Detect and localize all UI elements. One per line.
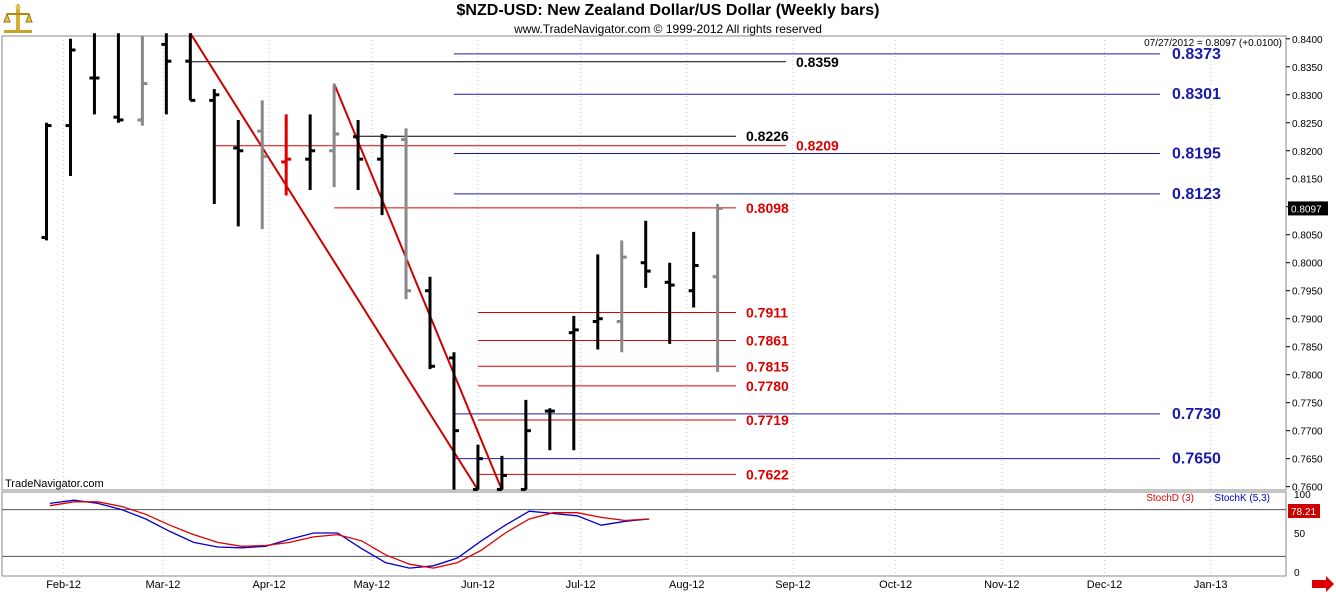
y-tick-label: 0.7600 (1292, 483, 1323, 494)
ohlc-bar (329, 83, 340, 188)
y-tick-label: 0.7900 (1292, 315, 1323, 326)
x-tick-label: May-12 (353, 579, 390, 591)
level-label: 0.7650 (1172, 451, 1221, 468)
ohlc-bar (496, 455, 507, 491)
level-label: 0.7622 (746, 466, 789, 482)
ohlc-bar (233, 119, 244, 227)
level-label: 0.8226 (746, 128, 789, 144)
level-label: 0.7780 (746, 378, 789, 394)
level-label: 0.7815 (746, 358, 789, 374)
ohlc-bar (353, 119, 364, 190)
scroll-right-arrow-icon[interactable] (1312, 576, 1334, 592)
ohlc-bar (448, 352, 459, 490)
quote-readout: 07/27/2012 = 0.8097 (+0.0100) (1144, 38, 1282, 49)
copyright-notice: www.TradeNavigator.com © 1999-2012 All r… (514, 22, 822, 36)
x-tick-label: Sep-12 (775, 579, 810, 591)
ohlc-bar (664, 262, 675, 344)
trendline (189, 32, 479, 491)
x-tick-label: Jun-12 (461, 579, 495, 591)
ohlc-bar (520, 399, 531, 491)
y-tick-label: 0.8200 (1292, 147, 1323, 158)
level-label: 0.7911 (746, 305, 788, 321)
x-tick-label: Aug-12 (669, 579, 704, 591)
ohlc-bar (281, 114, 292, 196)
chart-title: $NZD-USD: New Zealand Dollar/US Dollar (… (456, 2, 880, 19)
level-label: 0.8098 (746, 200, 789, 216)
ohlc-bar (568, 315, 579, 451)
ohlc-bar (137, 36, 148, 126)
ohlc-bar (712, 203, 723, 372)
y-tick-label: 0.8000 (1292, 259, 1323, 270)
x-tick-label: Mar-12 (146, 579, 181, 591)
y-tick-label: 0.8250 (1292, 119, 1323, 130)
ohlc-bar (688, 231, 699, 308)
x-tick-label: Jul-12 (566, 579, 596, 591)
y-tick-label: 0.8150 (1292, 175, 1323, 186)
stoch-last-tag (1288, 503, 1320, 518)
level-label: 0.8209 (796, 138, 839, 154)
stoch-y-tick-label: 0 (1294, 568, 1300, 579)
x-tick-label: Nov-12 (984, 579, 1019, 591)
legend-stochd: StochD (3) (1146, 493, 1194, 504)
x-tick-label: Apr-12 (253, 579, 286, 591)
ohlc-bar (65, 38, 76, 176)
y-tick-label: 0.8050 (1292, 231, 1323, 242)
y-tick-label: 0.7650 (1292, 455, 1323, 466)
level-label: 0.8373 (1172, 46, 1221, 63)
ohlc-bar (209, 89, 220, 204)
ohlc-bar (472, 444, 483, 491)
ohlc-bar (401, 128, 412, 300)
level-label: 0.8123 (1172, 186, 1221, 203)
trade-navigator-logo-icon (3, 4, 33, 33)
ohlc-bar (113, 33, 124, 123)
legend-stochk: StochK (5,3) (1214, 493, 1270, 504)
level-label: 0.8301 (1172, 86, 1221, 103)
y-tick-label: 0.8300 (1292, 91, 1323, 102)
x-tick-label: Dec-12 (1087, 579, 1122, 591)
y-tick-label: 0.7950 (1292, 287, 1323, 298)
ohlc-bar (425, 276, 435, 370)
stoch-series-line (49, 501, 650, 569)
x-tick-label: Oct-12 (879, 579, 912, 591)
trendline (333, 83, 503, 491)
ohlc-bar (161, 33, 172, 115)
level-label: 0.7861 (746, 333, 789, 349)
ohlc-bar (377, 133, 388, 216)
x-tick-label: Feb-12 (46, 579, 81, 591)
y-tick-label: 0.7800 (1292, 371, 1323, 382)
ohlc-bar (616, 240, 627, 353)
last-price-label: 0.8097 (1291, 204, 1322, 215)
level-label: 0.7730 (1172, 406, 1221, 423)
level-label: 0.8195 (1172, 146, 1221, 163)
ohlc-bar (185, 33, 196, 102)
ohlc-bar (640, 220, 651, 288)
stoch-y-tick-label: 100 (1294, 490, 1311, 501)
y-tick-label: 0.7850 (1292, 343, 1323, 354)
ohlc-bar (305, 114, 316, 190)
watermark: TradeNavigator.com (5, 478, 104, 490)
x-tick-label: Jan-13 (1194, 579, 1228, 591)
ohlc-bar (41, 122, 52, 241)
ohlc-bar (257, 100, 268, 230)
y-tick-label: 0.7700 (1292, 427, 1323, 438)
ohlc-bar (544, 408, 555, 451)
stochastic-panel (1, 491, 1287, 577)
y-tick-label: 0.8400 (1292, 35, 1323, 46)
y-tick-label: 0.8350 (1292, 63, 1323, 74)
ohlc-bar (592, 254, 603, 350)
level-label: 0.8359 (796, 54, 839, 70)
stoch-last-label: 78.21 (1291, 507, 1316, 518)
ohlc-bar (89, 33, 100, 115)
last-price-tag (1288, 201, 1328, 216)
stoch-y-tick-label: 50 (1294, 529, 1306, 540)
y-tick-label: 0.7750 (1292, 399, 1323, 410)
level-label: 0.7719 (746, 412, 789, 428)
